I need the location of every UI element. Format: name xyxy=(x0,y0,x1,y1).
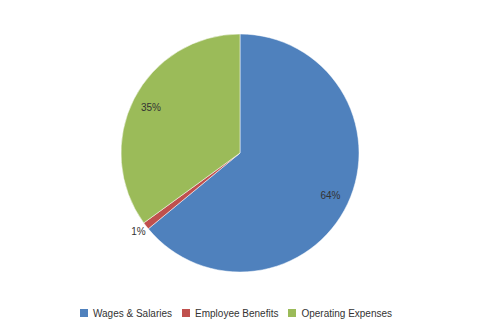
svg-text:1%: 1% xyxy=(131,226,146,237)
html-text:Operating Expenses: Operating Expenses xyxy=(301,307,393,319)
html-text:Employee Benefits: Employee Benefits xyxy=(195,307,279,319)
html-text:Wages & Salaries: Wages & Salaries xyxy=(92,307,172,319)
svg-text:64%: 64% xyxy=(320,190,340,201)
svg-text:35%: 35% xyxy=(141,102,161,113)
